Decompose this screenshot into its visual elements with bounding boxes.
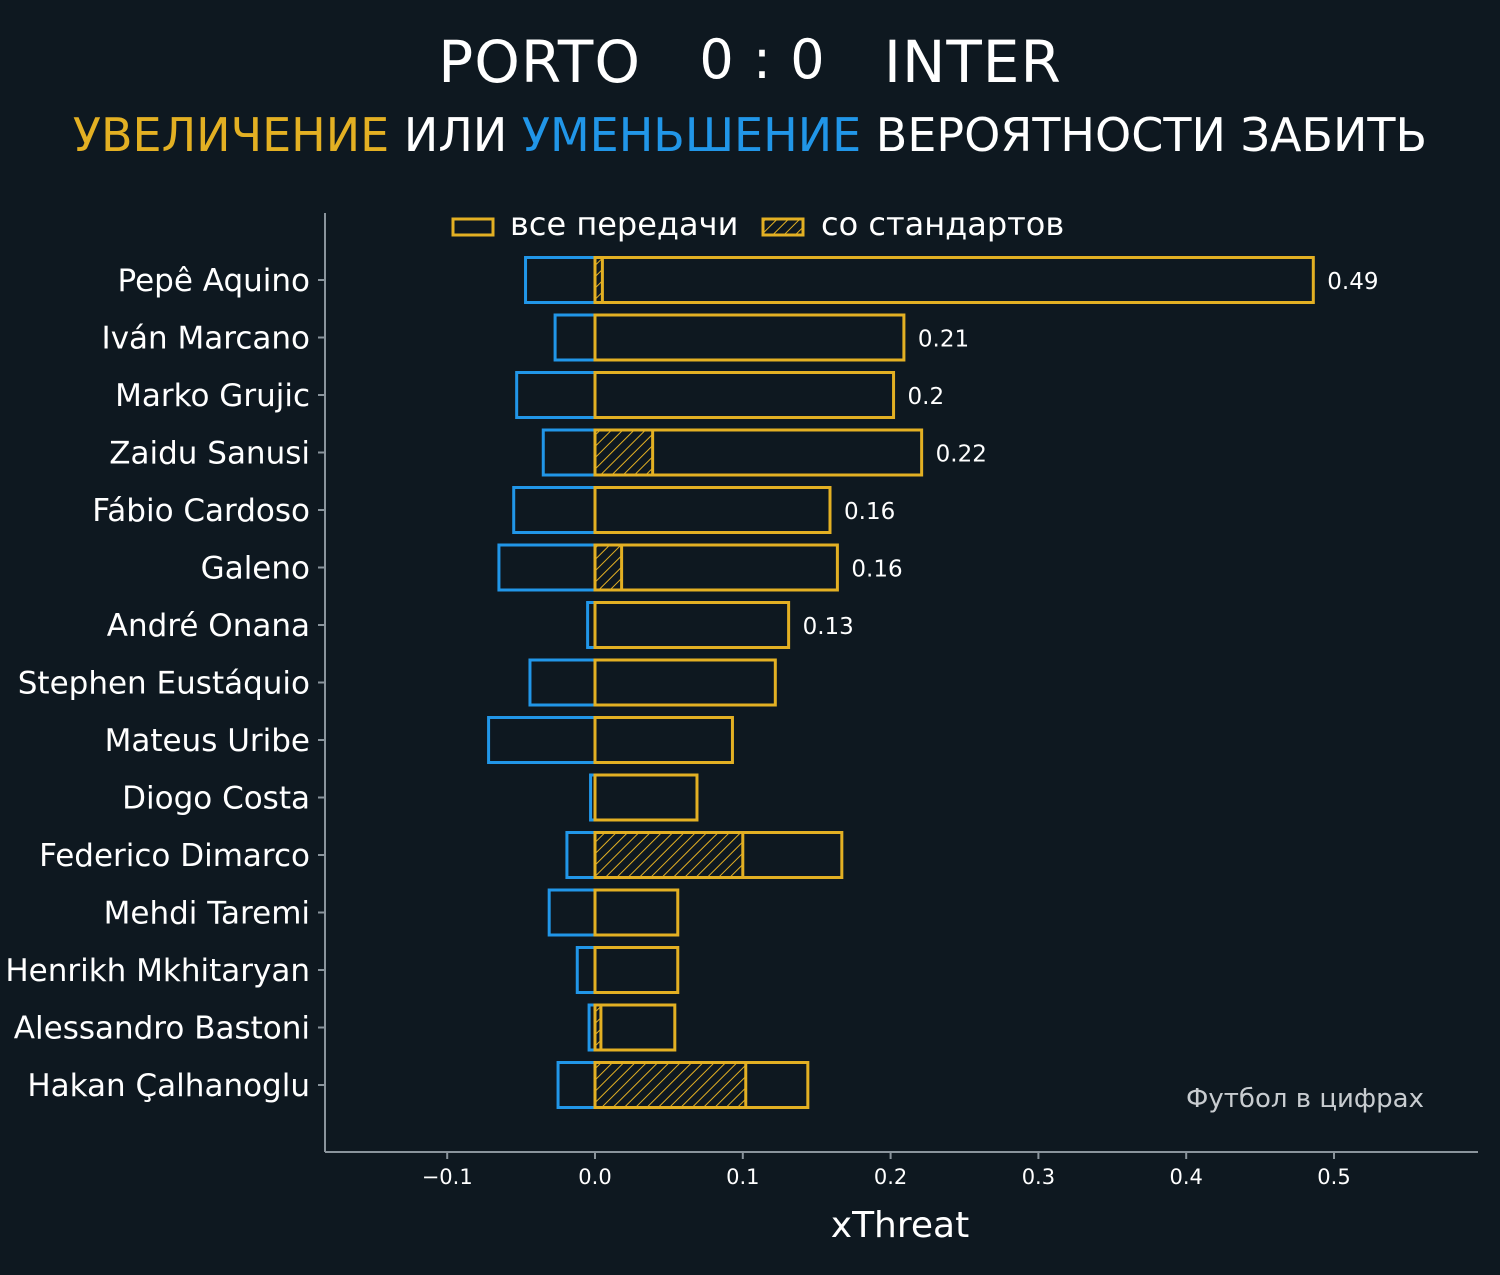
x-tick-label: 0.4: [1169, 1165, 1202, 1189]
all-passes-bar: [593, 658, 777, 707]
watermark: Футбол в цифрах: [1186, 1084, 1424, 1114]
player-label: André Onana: [107, 608, 310, 644]
chart-header: PORTO 0 : 0 INTER УВЕЛИЧЕНИЕ ИЛИ УМЕНЬШЕ…: [0, 0, 1500, 190]
player-label: Diogo Costa: [122, 781, 310, 817]
value-label: 0.49: [1327, 269, 1378, 295]
value-label: 0.21: [918, 327, 969, 353]
home-team: PORTO: [438, 28, 642, 96]
decrease-bar: [524, 256, 597, 304]
decrease-bar: [575, 946, 597, 994]
value-label: 0.16: [844, 499, 895, 525]
value-label: 0.2: [908, 384, 945, 410]
x-axis-title: xThreat: [831, 1205, 969, 1246]
all-passes-bar: [593, 543, 839, 592]
legend: все передачи со стандартов: [451, 205, 1064, 243]
all-passes-bar: [593, 773, 699, 822]
set-piece-bar: [593, 1061, 748, 1109]
decrease-bar: [512, 486, 597, 534]
player-label: Hakan Çalhanoglu: [27, 1068, 310, 1104]
all-passes-bar: [593, 1061, 810, 1109]
all-passes-bar: [593, 831, 844, 879]
set-piece-bar: [593, 428, 655, 477]
legend-label-all-passes: все передачи: [510, 205, 738, 243]
subtitle-increase: УВЕЛИЧЕНИЕ: [72, 108, 390, 162]
player-label: Galeno: [201, 551, 310, 587]
x-tick-label: 0.0: [578, 1165, 611, 1189]
subtitle-or: ИЛИ: [403, 108, 508, 162]
player-label: Federico Dimarco: [39, 838, 310, 874]
decrease-bar: [487, 716, 597, 764]
player-label: Alessandro Bastoni: [14, 1011, 310, 1047]
all-passes-bar: [593, 256, 1315, 304]
player-label: Marko Grujic: [115, 378, 310, 414]
player-label: Mateus Uribe: [105, 723, 310, 759]
all-passes-bar: [593, 716, 734, 764]
x-tick-label: 0.5: [1317, 1165, 1350, 1189]
subtitle-decrease: УМЕНЬШЕНИЕ: [521, 108, 862, 162]
all-passes-bar: [593, 486, 832, 534]
decrease-bar: [541, 428, 597, 477]
x-tick-label: 0.1: [726, 1165, 759, 1189]
player-label: Fábio Cardoso: [92, 493, 310, 529]
decrease-bar: [565, 831, 597, 879]
chart-subtitle: УВЕЛИЧЕНИЕ ИЛИ УМЕНЬШЕНИЕ ВЕРОЯТНОСТИ ЗА…: [0, 108, 1500, 162]
legend-swatch-set-pieces: [761, 217, 805, 237]
player-labels: Pepê Aquino Iván Marcano Marko Grujic Zaidu…: [5, 263, 325, 1104]
decrease-bar: [515, 371, 597, 419]
decrease-bar: [497, 543, 597, 592]
all-passes-bar: [593, 428, 924, 477]
all-passes-bar: [593, 888, 680, 937]
player-label: Iván Marcano: [102, 321, 310, 357]
player-label: Henrikh Mkhitaryan: [5, 953, 310, 989]
legend-label-set-pieces: со стандартов: [821, 205, 1064, 243]
player-label: Mehdi Taremi: [104, 896, 310, 932]
player-label: Stephen Eustáquio: [18, 666, 310, 702]
x-tick-label: 0.3: [1022, 1165, 1055, 1189]
subtitle-rest: ВЕРОЯТНОСТИ ЗАБИТЬ: [875, 108, 1428, 162]
all-passes-bar: [593, 313, 906, 362]
player-label: Pepê Aquino: [118, 263, 310, 299]
set-piece-bar: [593, 831, 745, 879]
player-label: Zaidu Sanusi: [109, 436, 310, 472]
x-tick-label: −0.1: [422, 1165, 473, 1189]
decrease-bar: [553, 313, 597, 362]
value-label: 0.22: [936, 442, 987, 468]
value-label: 0.13: [803, 614, 854, 640]
bars-layer: 0.49 0.21 0.2 0.22 0.16 0.16 0.13: [487, 256, 1379, 1109]
x-axis-ticks: −0.1 0.0 0.1 0.2 0.3 0.4 0.5: [422, 1152, 1351, 1189]
all-passes-bar: [593, 601, 791, 649]
x-tick-label: 0.2: [874, 1165, 907, 1189]
all-passes-bar: [593, 946, 680, 994]
match-score: 0 : 0: [699, 28, 826, 91]
legend-swatch-all-passes: [451, 217, 495, 237]
away-team: INTER: [883, 28, 1062, 96]
set-piece-bar: [593, 543, 624, 592]
all-passes-bar: [593, 371, 896, 419]
all-passes-bar: [593, 1003, 677, 1052]
decrease-bar: [528, 658, 597, 707]
decrease-bar: [547, 888, 597, 937]
decrease-bar: [556, 1061, 597, 1109]
value-label: 0.16: [851, 557, 902, 583]
match-title: PORTO 0 : 0 INTER: [0, 28, 1500, 96]
